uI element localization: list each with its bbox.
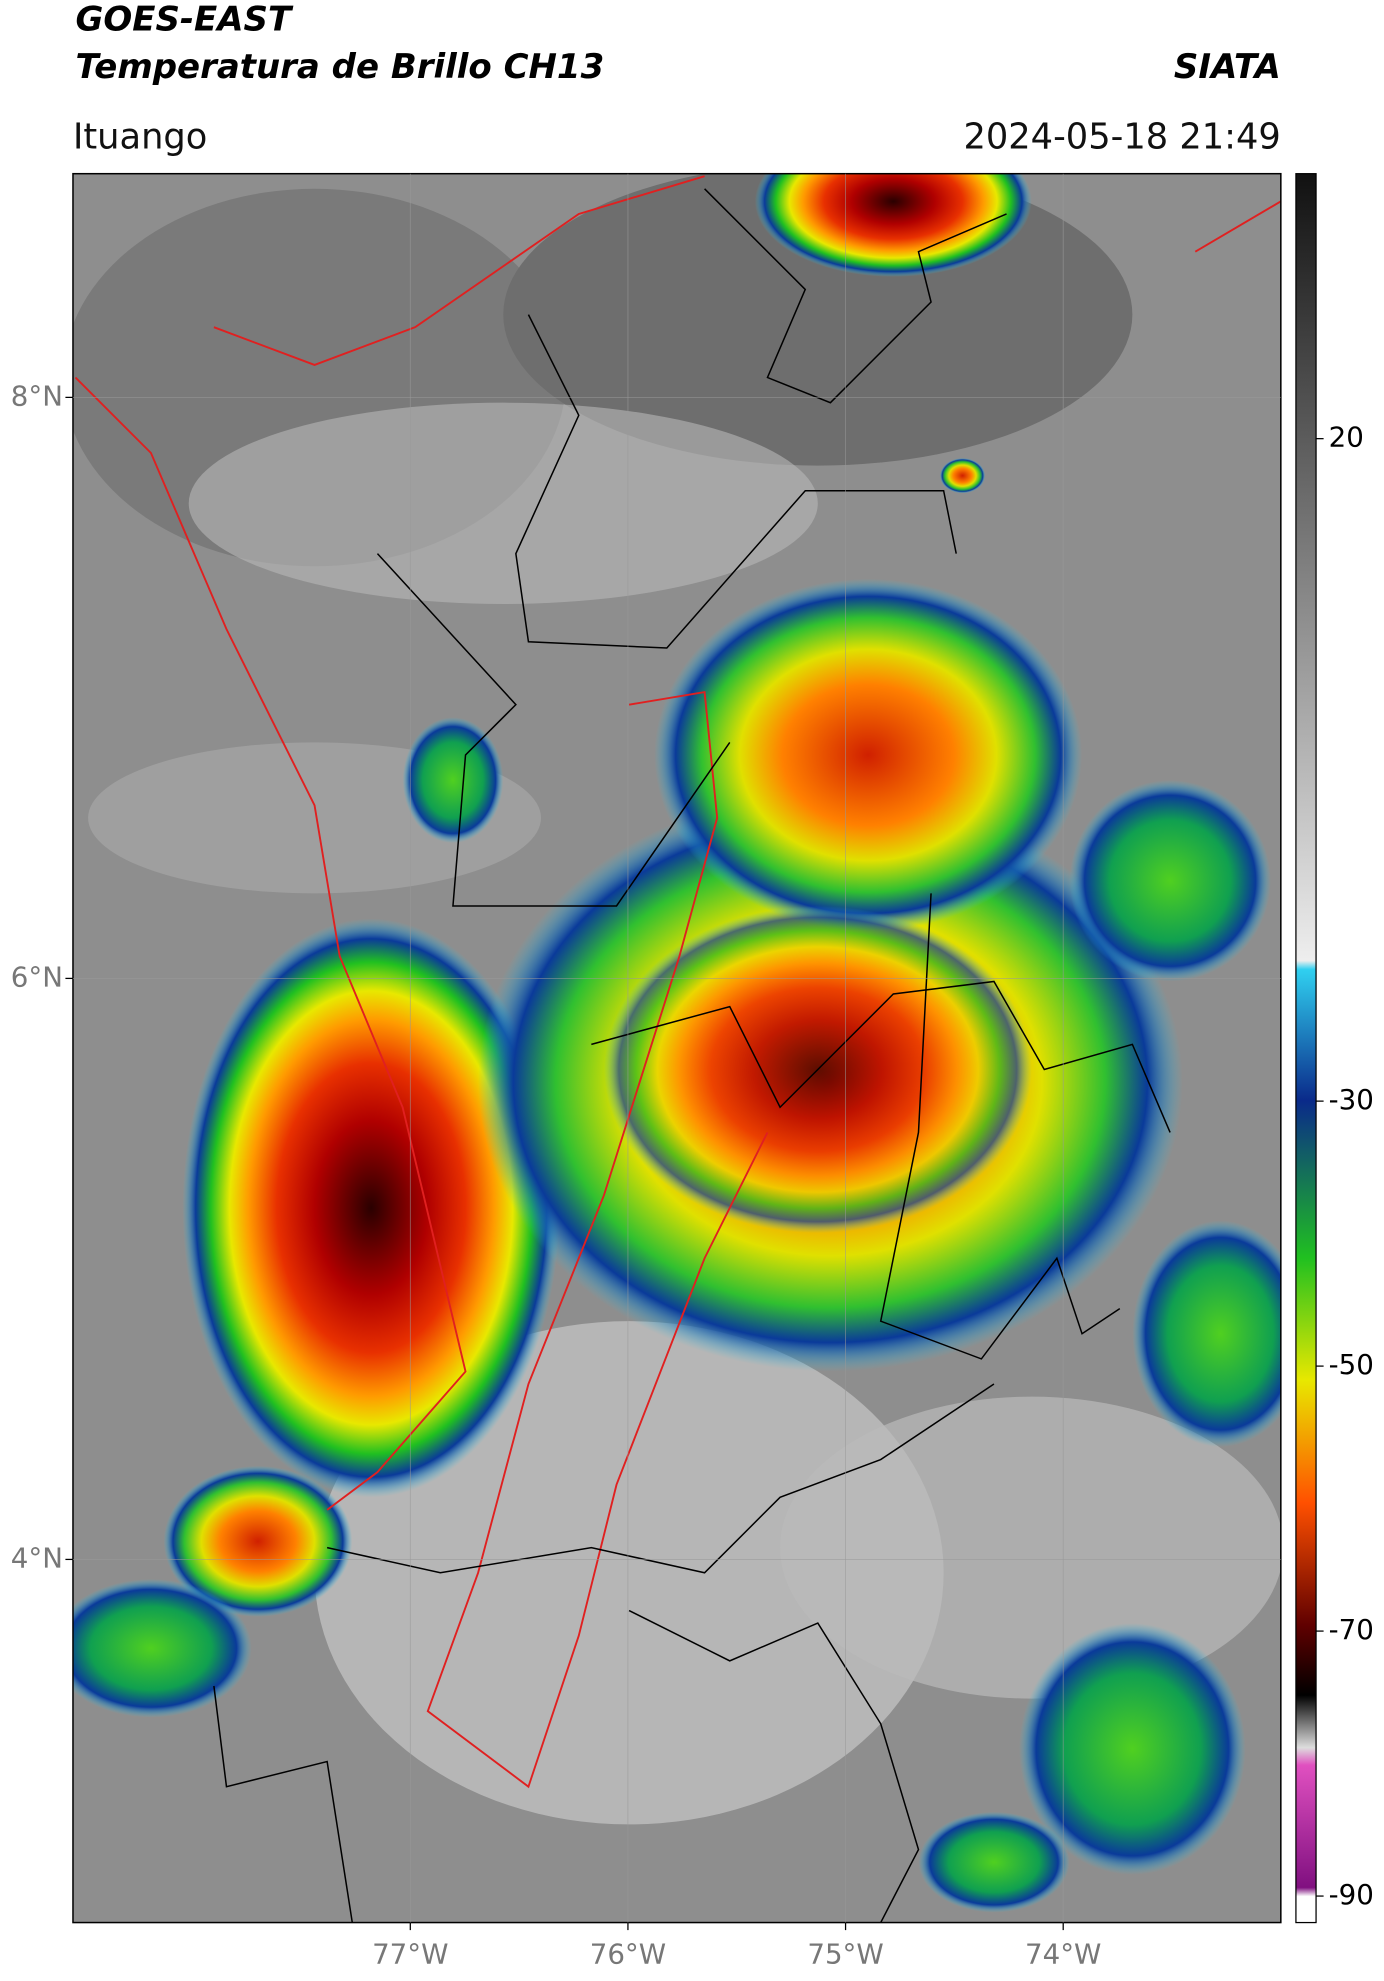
- source: SIATA: [1174, 47, 1281, 87]
- colorbar-tick-label: -30: [1329, 1083, 1374, 1116]
- x-tick-label: 76°W: [590, 1937, 666, 1970]
- datetime: 2024-05-18 21:49: [963, 117, 1280, 158]
- y-tick-label: 8°N: [11, 379, 63, 412]
- colorbar-tick-label: -70: [1329, 1613, 1374, 1646]
- x-tick-label: 74°W: [1025, 1937, 1101, 1970]
- location: Ituango: [73, 117, 207, 158]
- y-tick-label: 4°N: [11, 1541, 63, 1574]
- colorbar: [1295, 173, 1317, 1924]
- colorbar-tick-label: 20: [1329, 421, 1364, 454]
- subtitle: Temperatura de Brillo CH13: [75, 47, 604, 87]
- map-imagery: [72, 173, 1281, 1923]
- title: GOES-EAST: [75, 0, 293, 39]
- colorbar-tick-label: -50: [1329, 1348, 1374, 1381]
- map-frame: [72, 172, 1282, 1924]
- y-tick-label: 6°N: [11, 960, 63, 993]
- x-tick-label: 77°W: [372, 1937, 448, 1970]
- colorbar-tick-label: -90: [1329, 1878, 1374, 1911]
- x-tick-label: 75°W: [807, 1937, 883, 1970]
